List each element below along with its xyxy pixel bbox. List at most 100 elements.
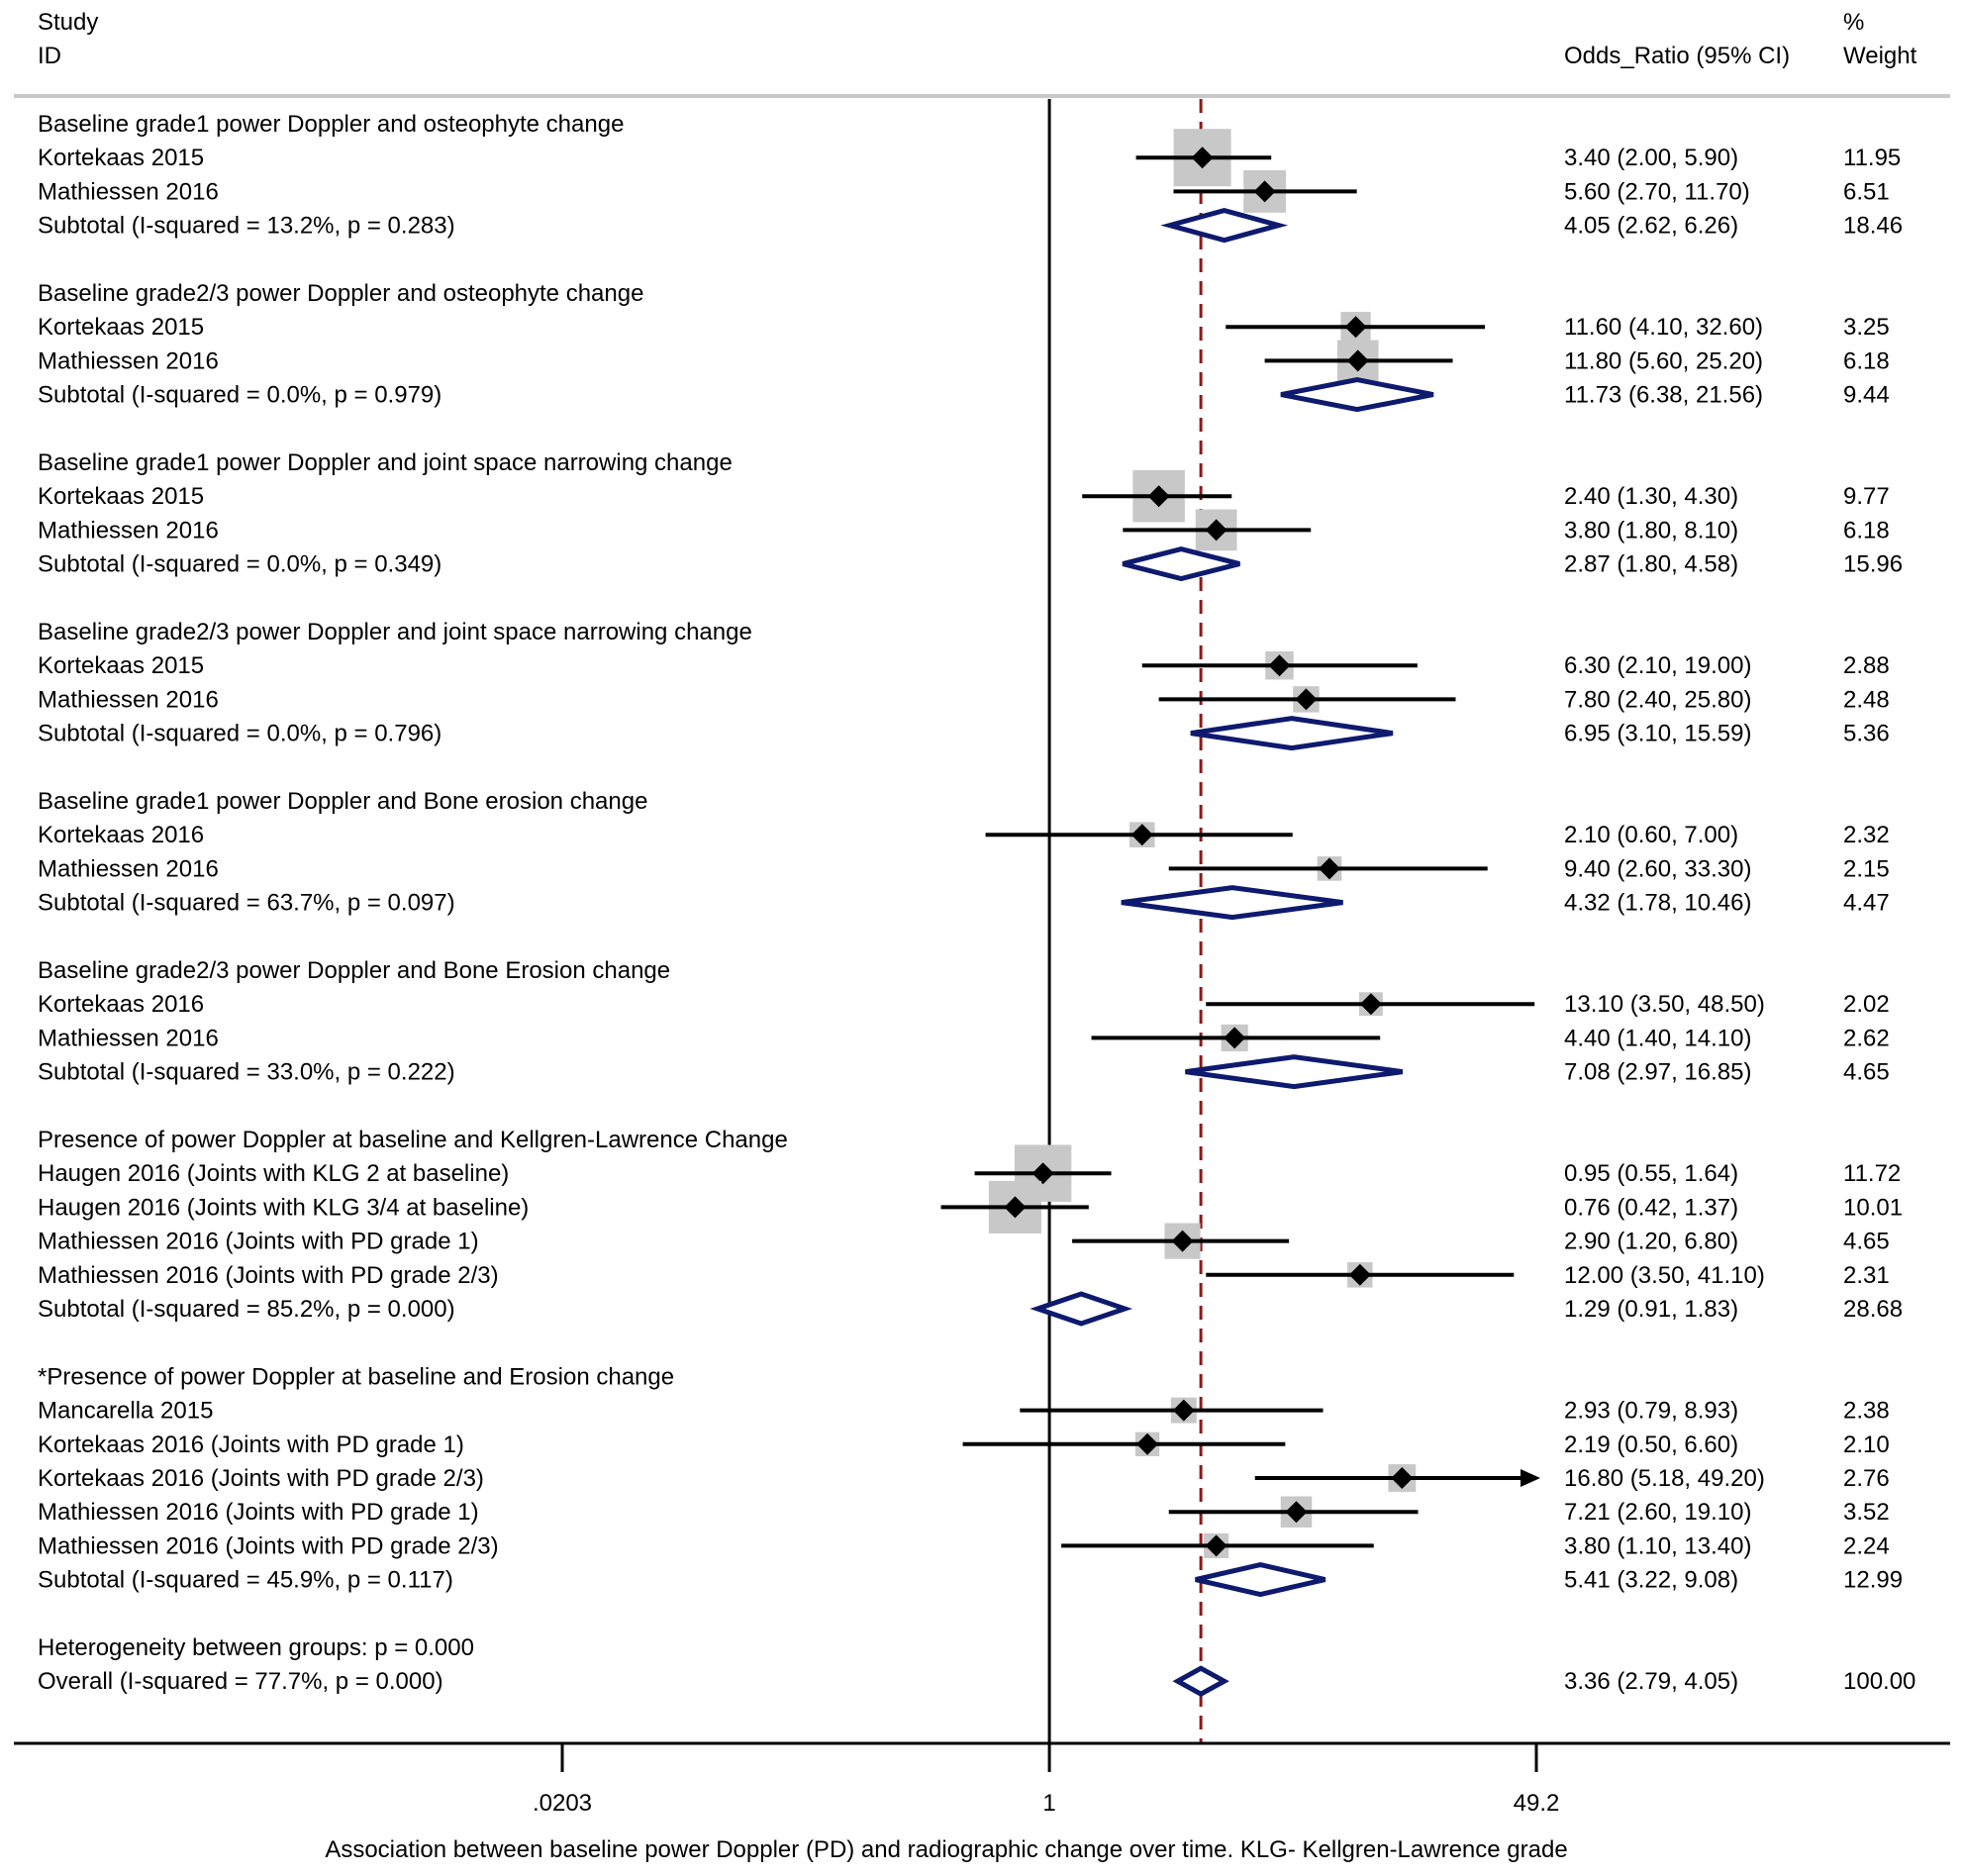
study-row: Mathiessen 2016 11.80 (5.60, 25.20) 6.18 bbox=[38, 340, 1890, 382]
or-ci-text: 7.08 (2.97, 16.85) bbox=[1564, 1059, 1751, 1086]
subtotal-row: Subtotal (I-squared = 0.0%, p = 0.979) 11… bbox=[38, 377, 1890, 413]
study-row: Mathiessen 2016 (Joints with PD grade 2/… bbox=[38, 1262, 1890, 1289]
subtotal-row: Subtotal (I-squared = 85.2%, p = 0.000) 1… bbox=[38, 1291, 1903, 1327]
weight-text: 10.01 bbox=[1843, 1194, 1903, 1221]
or-ci-text: 2.93 (0.79, 8.93) bbox=[1564, 1398, 1738, 1425]
weight-text: 3.52 bbox=[1843, 1499, 1890, 1526]
weight-text: 100.00 bbox=[1843, 1668, 1915, 1695]
heterogeneity-text: Heterogeneity between groups: p = 0.000 bbox=[38, 1634, 474, 1661]
weight-text: 6.51 bbox=[1843, 178, 1890, 205]
study-label: Kortekaas 2016 (Joints with PD grade 1) bbox=[38, 1432, 464, 1458]
weight-text: 11.95 bbox=[1843, 145, 1901, 171]
pooled-diamond bbox=[1121, 885, 1343, 921]
or-ci-text: 9.40 (2.60, 33.30) bbox=[1564, 855, 1751, 882]
weight-text: 2.76 bbox=[1843, 1465, 1890, 1492]
weight-text: 5.36 bbox=[1843, 721, 1890, 747]
subtotal-row-label: Subtotal (I-squared = 85.2%, p = 0.000) bbox=[38, 1296, 455, 1323]
study-label: Kortekaas 2015 bbox=[38, 314, 204, 341]
study-row: Mancarella 2015 2.93 (0.79, 8.93) 2.38 bbox=[38, 1398, 1890, 1425]
group-title: Baseline grade2/3 power Doppler and oste… bbox=[38, 280, 643, 307]
weight-text: 2.31 bbox=[1843, 1262, 1890, 1289]
weight-text: 15.96 bbox=[1843, 551, 1903, 578]
point-estimate bbox=[1348, 1263, 1371, 1286]
subtotal-row-label: Subtotal (I-squared = 63.7%, p = 0.097) bbox=[38, 890, 455, 917]
point-estimate bbox=[1205, 519, 1227, 542]
study-row: Mathiessen 2016 (Joints with PD grade 2/… bbox=[38, 1532, 1890, 1559]
weight-text: 6.18 bbox=[1843, 517, 1890, 543]
group-title: *Presence of power Doppler at baseline a… bbox=[38, 1363, 674, 1390]
point-estimate bbox=[1136, 1432, 1159, 1455]
study-label: Kortekaas 2016 (Joints with PD grade 2/3… bbox=[38, 1465, 484, 1492]
subtotal-row-label: Subtotal (I-squared = 0.0%, p = 0.796) bbox=[38, 721, 442, 747]
subtotal-row-label: Subtotal (I-squared = 0.0%, p = 0.979) bbox=[38, 382, 442, 409]
or-ci-text: 0.76 (0.42, 1.37) bbox=[1564, 1194, 1738, 1221]
weight-text: 3.25 bbox=[1843, 314, 1890, 341]
weight-text: 2.38 bbox=[1843, 1398, 1890, 1425]
weight-text: 2.32 bbox=[1843, 822, 1890, 848]
study-label: Kortekaas 2016 bbox=[38, 991, 204, 1018]
overall-row-label: Overall (I-squared = 77.7%, p = 0.000) bbox=[38, 1668, 443, 1695]
overall-row: Overall (I-squared = 77.7%, p = 0.000) 3.… bbox=[38, 1665, 1915, 1698]
or-ci-text: 11.73 (6.38, 21.56) bbox=[1564, 382, 1763, 409]
forest-rows: Baseline grade1 power Doppler and osteop… bbox=[38, 111, 1915, 1698]
weight-text: 11.72 bbox=[1843, 1160, 1901, 1187]
subtotal-row: Subtotal (I-squared = 0.0%, p = 0.796) 6.… bbox=[38, 716, 1890, 751]
study-row: Mathiessen 2016 3.80 (1.80, 8.10) 6.18 bbox=[38, 509, 1890, 551]
header-weight-label: Weight bbox=[1843, 43, 1917, 69]
point-estimate bbox=[1344, 316, 1367, 339]
group-title: Presence of power Doppler at baseline an… bbox=[38, 1127, 788, 1153]
group-title: Baseline grade1 power Doppler and Bone e… bbox=[38, 788, 647, 815]
subtotal-row: Subtotal (I-squared = 13.2%, p = 0.283) 4… bbox=[38, 208, 1903, 244]
study-label: Mathiessen 2016 (Joints with PD grade 2/… bbox=[38, 1532, 499, 1559]
weight-text: 2.88 bbox=[1843, 652, 1890, 679]
pooled-diamond bbox=[1172, 1665, 1229, 1698]
weight-text: 9.44 bbox=[1843, 382, 1890, 409]
point-estimate bbox=[1295, 688, 1318, 711]
or-ci-text: 4.32 (1.78, 10.46) bbox=[1564, 890, 1751, 917]
pooled-diamond bbox=[1280, 377, 1434, 413]
pooled-diamond bbox=[1030, 1291, 1133, 1327]
study-row: Mathiessen 2016 7.80 (2.40, 25.80) 2.48 bbox=[38, 686, 1890, 713]
study-row: Mathiessen 2016 9.40 (2.60, 33.30) 2.15 bbox=[38, 855, 1890, 882]
or-ci-text: 2.40 (1.30, 4.30) bbox=[1564, 483, 1738, 510]
pooled-diamond bbox=[1190, 716, 1394, 751]
weight-text: 18.46 bbox=[1843, 213, 1903, 240]
or-ci-text: 3.36 (2.79, 4.05) bbox=[1564, 1668, 1738, 1695]
or-ci-text: 2.90 (1.20, 6.80) bbox=[1564, 1229, 1738, 1255]
header-study-label: Study bbox=[38, 9, 98, 36]
study-label: Mathiessen 2016 bbox=[38, 178, 219, 205]
weight-text: 2.02 bbox=[1843, 991, 1890, 1018]
or-ci-text: 7.21 (2.60, 19.10) bbox=[1564, 1499, 1751, 1526]
point-estimate bbox=[1285, 1501, 1308, 1524]
study-row: Mathiessen 2016 5.60 (2.70, 11.70) 6.51 bbox=[38, 169, 1890, 213]
study-label: Haugen 2016 (Joints with KLG 3/4 at base… bbox=[38, 1194, 529, 1221]
point-estimate bbox=[1205, 1534, 1227, 1557]
group-title: Baseline grade1 power Doppler and osteop… bbox=[38, 111, 624, 138]
or-ci-text: 3.80 (1.80, 8.10) bbox=[1564, 517, 1738, 543]
point-estimate bbox=[1191, 147, 1214, 169]
point-estimate bbox=[1268, 654, 1291, 677]
study-row: Mathiessen 2016 4.40 (1.40, 14.10) 2.62 bbox=[38, 1024, 1890, 1051]
pooled-diamond bbox=[1122, 546, 1240, 582]
subtotal-row-label: Subtotal (I-squared = 0.0%, p = 0.349) bbox=[38, 551, 442, 578]
study-label: Kortekaas 2015 bbox=[38, 483, 204, 510]
header-or-label: Odds_Ratio (95% CI) bbox=[1564, 43, 1790, 69]
study-row: Kortekaas 2015 6.30 (2.10, 19.00) 2.88 bbox=[38, 650, 1890, 680]
study-row: Kortekaas 2016 2.10 (0.60, 7.00) 2.32 bbox=[38, 822, 1890, 848]
study-label: Kortekaas 2015 bbox=[38, 652, 204, 679]
or-ci-text: 11.60 (4.10, 32.60) bbox=[1564, 314, 1763, 341]
or-ci-text: 5.60 (2.70, 11.70) bbox=[1564, 178, 1750, 205]
group-title: Baseline grade1 power Doppler and joint … bbox=[38, 449, 733, 476]
weight-text: 2.48 bbox=[1843, 686, 1890, 713]
header-pct-label: % bbox=[1843, 9, 1864, 36]
weight-text: 2.62 bbox=[1843, 1025, 1890, 1051]
study-row: Kortekaas 2016 13.10 (3.50, 48.50) 2.02 bbox=[38, 991, 1890, 1018]
subtotal-row: Subtotal (I-squared = 63.7%, p = 0.097) 4… bbox=[38, 885, 1890, 921]
point-estimate bbox=[1130, 824, 1153, 846]
study-row: Haugen 2016 (Joints with KLG 3/4 at base… bbox=[38, 1180, 1903, 1234]
point-estimate bbox=[1224, 1027, 1246, 1049]
or-ci-text: 12.00 (3.50, 41.10) bbox=[1564, 1262, 1765, 1289]
x-axis: .0203 1 49.2 bbox=[533, 1743, 1559, 1817]
weight-text: 4.47 bbox=[1843, 890, 1890, 917]
or-ci-text: 3.40 (2.00, 5.90) bbox=[1564, 145, 1738, 171]
